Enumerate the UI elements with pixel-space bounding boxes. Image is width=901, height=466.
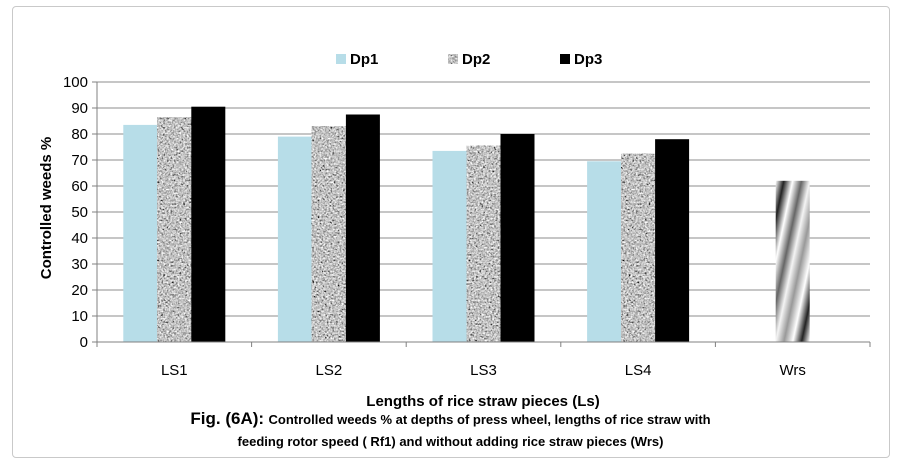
y-tick-label: 40 bbox=[71, 230, 88, 247]
bar-ls3-dp1 bbox=[432, 150, 467, 342]
legend-swatch-dp1 bbox=[336, 54, 346, 64]
caption-line-2: feeding rotor speed ( Rf1) and without a… bbox=[237, 434, 664, 449]
y-tick-label: 50 bbox=[71, 204, 88, 221]
x-axis-label: Lengths of rice straw pieces (Ls) bbox=[366, 393, 599, 410]
bar-ls2-dp3 bbox=[345, 114, 380, 342]
x-tick-label: LS3 bbox=[470, 362, 497, 379]
bar-wrs-series4 bbox=[775, 180, 810, 342]
y-tick-label: 20 bbox=[71, 282, 88, 299]
bars bbox=[123, 106, 810, 343]
legend-swatch-dp3 bbox=[560, 54, 570, 64]
legend-label-dp2: Dp2 bbox=[462, 51, 490, 68]
y-tick-label: 70 bbox=[71, 152, 88, 169]
x-tick-label: LS4 bbox=[625, 362, 652, 379]
bar-ls1-dp3 bbox=[191, 106, 226, 342]
bar-ls4-dp3 bbox=[655, 139, 690, 342]
y-tick-label: 100 bbox=[63, 74, 88, 91]
bar-ls4-dp2 bbox=[621, 153, 656, 342]
bar-ls1-dp2 bbox=[157, 117, 192, 342]
legend-label-dp1: Dp1 bbox=[350, 51, 378, 68]
y-tick-label: 30 bbox=[71, 256, 88, 273]
x-tick-label: LS2 bbox=[316, 362, 343, 379]
bar-ls1-dp1 bbox=[123, 124, 158, 343]
figure-label: Fig. (6A): bbox=[190, 409, 265, 428]
legend-swatch-dp2 bbox=[448, 54, 458, 64]
x-tick-label: LS1 bbox=[161, 362, 188, 379]
figure-caption: Fig. (6A): Controlled weeds % at depths … bbox=[0, 408, 901, 453]
bar-ls3-dp2 bbox=[466, 145, 501, 342]
legend-label-dp3: Dp3 bbox=[574, 51, 602, 68]
legend: Dp1 Dp2 Dp3 bbox=[336, 51, 602, 68]
y-axis-label: Controlled weeds % bbox=[38, 137, 55, 280]
x-tick-labels: LS1 LS2 LS3 LS4 Wrs bbox=[161, 362, 806, 379]
gridlines bbox=[97, 81, 870, 317]
bar-ls2-dp1 bbox=[277, 136, 312, 342]
y-tick-label: 60 bbox=[71, 178, 88, 195]
x-tick-label: Wrs bbox=[780, 362, 806, 379]
y-tick-labels: 0 10 20 30 40 50 60 70 80 90 100 bbox=[63, 74, 88, 351]
y-tick-label: 90 bbox=[71, 100, 88, 117]
bar-ls4-dp1 bbox=[587, 161, 622, 342]
bar-ls3-dp3 bbox=[500, 134, 535, 342]
bar-ls2-dp2 bbox=[311, 126, 346, 342]
caption-line-1: Controlled weeds % at depths of press wh… bbox=[268, 412, 711, 427]
bar-chart: 0 10 20 30 40 50 60 70 80 90 100 LS1 LS2 LS3 LS4 Wrs D… bbox=[38, 51, 871, 410]
y-tick-label: 0 bbox=[80, 334, 88, 351]
y-tick-label: 80 bbox=[71, 126, 88, 143]
axes bbox=[92, 81, 871, 347]
y-tick-label: 10 bbox=[71, 308, 88, 325]
